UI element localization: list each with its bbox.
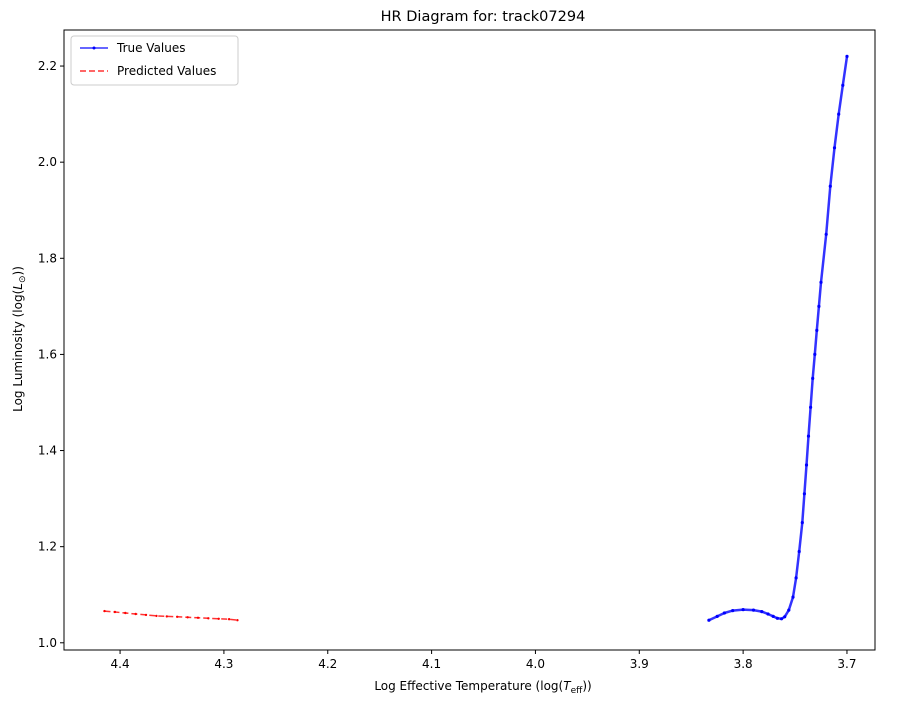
true-values-point xyxy=(775,616,780,620)
true-values-point xyxy=(715,614,719,619)
true-values-point xyxy=(828,184,832,188)
true-values-point xyxy=(800,521,804,525)
y-axis-title: Log Luminosity (log(L⊙)) xyxy=(11,266,28,412)
true-values-point xyxy=(832,146,837,150)
x-tick-label: 4.0 xyxy=(526,657,545,671)
true-values-point xyxy=(813,352,817,356)
true-values-point xyxy=(766,612,770,616)
x-tick-label: 3.7 xyxy=(837,657,856,671)
predicted-values-point xyxy=(186,616,189,619)
y-tick-label: 1.8 xyxy=(38,251,57,265)
y-tick-label: 1.4 xyxy=(38,444,57,458)
x-axis-title-var: T xyxy=(563,679,572,693)
predicted-values-point xyxy=(124,611,127,615)
legend-box xyxy=(70,35,239,86)
true-values-point xyxy=(731,609,735,613)
plot-background xyxy=(64,30,875,650)
true-values-point xyxy=(741,608,745,612)
true-values-point xyxy=(802,492,807,496)
x-axis-title: Log Effective Temperature (log(Teff)) xyxy=(374,679,591,696)
x-tick-label: 3.9 xyxy=(630,657,649,671)
x-axis-title-suffix: )) xyxy=(582,679,591,693)
x-axis-title-prefix: Log Effective Temperature (log( xyxy=(374,679,563,693)
legend: True Values Predicted Values xyxy=(70,35,239,86)
y-axis-title-prefix: Log Luminosity (log( xyxy=(11,290,25,412)
true-values-point xyxy=(845,54,849,59)
legend-true-values-marker xyxy=(92,46,96,50)
predicted-values-point xyxy=(207,617,210,620)
predicted-values-point xyxy=(134,612,137,616)
true-values-point xyxy=(811,376,815,380)
true-values-point xyxy=(751,608,756,612)
predicted-values-point xyxy=(236,619,239,622)
predicted-values-point xyxy=(165,615,168,618)
true-values-point xyxy=(783,615,787,619)
y-tick-label: 2.0 xyxy=(38,155,57,169)
true-values-point xyxy=(779,617,784,621)
axes-layer: 4.4 4.3 4.2 4.1 4.0 3.9 3.8 3.7 1.0 1.2 1.4 1.6 1.8 2… xyxy=(38,29,876,671)
predicted-values-point xyxy=(196,616,200,619)
true-values-point xyxy=(815,328,819,332)
plot-frame xyxy=(63,29,876,651)
predicted-values-point xyxy=(227,618,231,621)
predicted-values-series-line xyxy=(104,610,238,621)
predicted-values-point xyxy=(113,610,117,614)
chart-title: HR Diagram for: track07294 xyxy=(381,9,586,25)
x-axis-title-sub: eff xyxy=(571,686,584,696)
true-values-point xyxy=(787,608,791,612)
x-tick-label: 4.1 xyxy=(422,657,441,671)
y-tick-label: 1.0 xyxy=(38,636,57,650)
true-values-point xyxy=(804,463,809,467)
y-axis-title-sub: ⊙ xyxy=(18,275,28,283)
true-values-point xyxy=(791,595,795,599)
x-tick-label: 4.4 xyxy=(111,657,130,671)
y-axis-title-var: L xyxy=(11,283,25,290)
true-values-point xyxy=(809,405,813,409)
y-tick-label: 1.6 xyxy=(38,347,57,361)
plot-area xyxy=(64,30,875,650)
true-values-point xyxy=(824,232,828,236)
true-values-point xyxy=(819,280,823,284)
x-tick-label: 4.2 xyxy=(318,657,337,671)
x-tick-label: 4.3 xyxy=(214,657,233,671)
legend-predicted-values-label: Predicted Values xyxy=(117,64,216,78)
true-values-point xyxy=(707,618,711,622)
true-values-point xyxy=(794,576,798,580)
true-values-point xyxy=(806,434,811,438)
predicted-values-point xyxy=(217,617,220,620)
true-values-point xyxy=(837,112,841,116)
predicted-values-point xyxy=(144,613,148,617)
series-layer xyxy=(103,54,849,622)
true-values-point xyxy=(722,611,727,615)
predicted-values-point xyxy=(103,609,106,613)
y-tick-label: 2.2 xyxy=(38,59,57,73)
predicted-values-point xyxy=(176,615,179,618)
y-tick-label: 1.2 xyxy=(38,540,57,554)
true-values-point xyxy=(760,610,764,614)
y-axis-title-suffix: )) xyxy=(11,266,25,275)
true-values-point xyxy=(841,83,845,87)
legend-true-values-label: True Values xyxy=(116,41,186,55)
predicted-values-point xyxy=(155,614,158,618)
true-values-point xyxy=(817,304,821,308)
x-tick-label: 3.8 xyxy=(734,657,753,671)
true-values-point xyxy=(771,614,775,619)
true-values-point xyxy=(797,549,801,554)
